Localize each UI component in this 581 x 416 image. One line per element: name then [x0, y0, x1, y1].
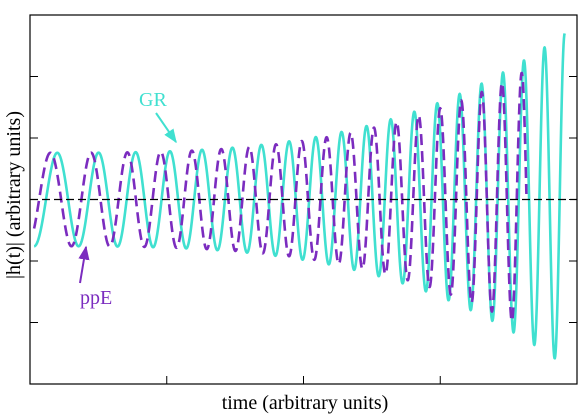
series-line-ppe — [32, 71, 528, 323]
annotation-ppe-label: ppE — [80, 287, 112, 309]
series-layer — [32, 33, 566, 360]
annotation-gr: GR — [139, 89, 177, 144]
plot-frame — [29, 14, 578, 385]
series-line-gr — [33, 33, 566, 360]
annotation-ppe-arrow — [78, 245, 90, 284]
annotation-gr-arrow — [155, 112, 177, 144]
annotation-ppe: ppE — [78, 245, 112, 309]
y-axis-label: |h(t)| (arbitrary units) — [3, 111, 25, 279]
annotation-gr-label: GR — [139, 89, 167, 111]
axis-ticks — [30, 76, 577, 384]
x-axis-label: time (arbitrary units) — [222, 392, 389, 414]
